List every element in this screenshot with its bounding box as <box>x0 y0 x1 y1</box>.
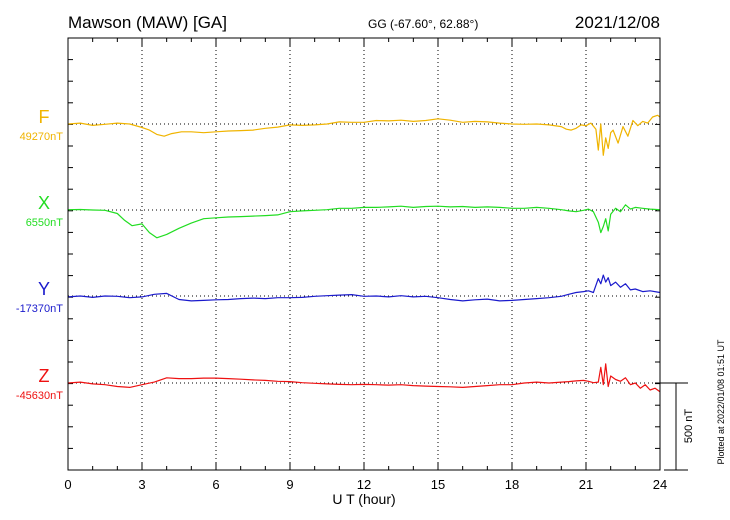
vertical-gridlines <box>141 38 587 470</box>
x-tick-label: 0 <box>64 477 71 492</box>
series-baseline-z: -45630nT <box>16 390 63 402</box>
series-name-f: F <box>39 107 50 127</box>
series-labels: F 49270nT X 6550nT Y -17370nT Z -45630nT <box>16 107 63 402</box>
series-name-y: Y <box>38 279 50 299</box>
x-tick-label: 24 <box>653 477 667 492</box>
series-lines <box>67 114 661 393</box>
series-name-x: X <box>38 193 50 213</box>
plot-frame <box>67 37 661 471</box>
series-line-f <box>67 114 661 156</box>
series-name-z: Z <box>39 366 50 386</box>
series-baseline-f: 49270nT <box>20 131 64 143</box>
x-tick-label: 3 <box>138 477 145 492</box>
x-tick-label: 9 <box>286 477 293 492</box>
coordinates-label: GG (-67.60°, 62.88°) <box>368 17 478 31</box>
station-title: Mawson (MAW) [GA] <box>68 13 227 32</box>
series-line-y <box>67 274 661 302</box>
x-tick-label: 12 <box>357 477 371 492</box>
scale-bar: 500 nT <box>655 382 695 471</box>
series-line-x <box>67 204 661 239</box>
plotted-timestamp: Plotted at 2022/01/08 01:51 UT <box>716 339 726 465</box>
x-tick-label: 21 <box>579 477 593 492</box>
date-label: 2021/12/08 <box>575 13 660 32</box>
series-baseline-y: -17370nT <box>16 303 63 315</box>
series-baseline-x: 6550nT <box>26 217 64 229</box>
tick-marks <box>67 37 661 471</box>
x-tick-label: 18 <box>505 477 519 492</box>
x-axis-label: U T (hour) <box>332 491 395 507</box>
x-tick-labels: 0 3 6 9 12 15 18 21 24 <box>64 477 667 492</box>
scale-bar-label: 500 nT <box>683 409 695 444</box>
series-line-z <box>67 363 661 393</box>
x-tick-label: 6 <box>212 477 219 492</box>
x-tick-label: 15 <box>431 477 445 492</box>
